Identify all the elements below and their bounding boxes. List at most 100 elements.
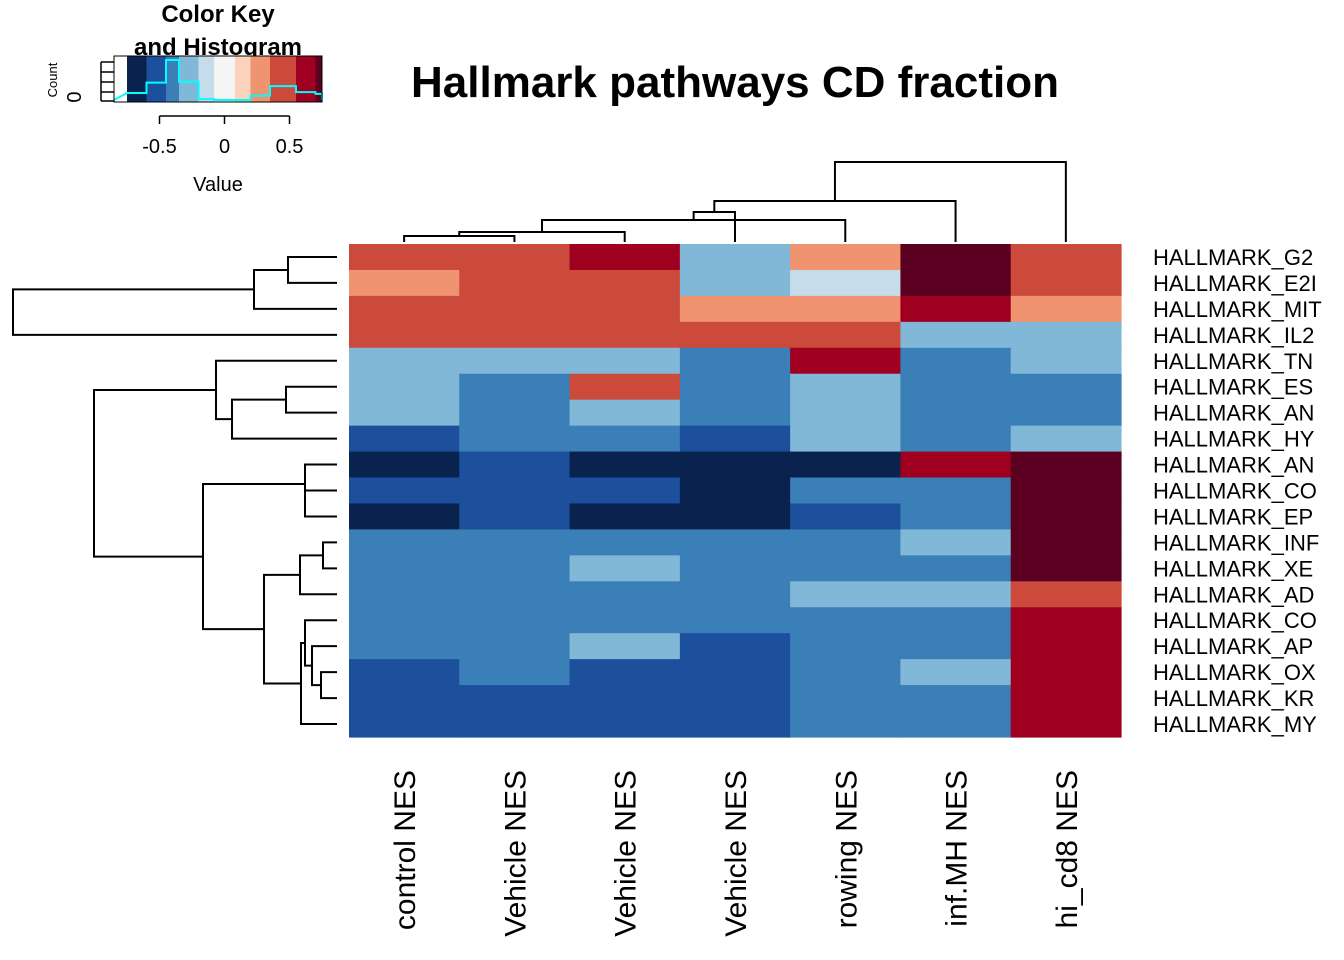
heatmap-cell: [349, 581, 460, 608]
heatmap-cell: [790, 555, 902, 582]
column-label: Vehicle NES: [610, 770, 643, 937]
dendrogram-branch: [403, 235, 516, 242]
heatmap-cell: [790, 295, 902, 323]
heatmap-cell: [679, 581, 791, 608]
heatmap-cell: [1010, 477, 1122, 505]
heatmap-cell: [790, 607, 902, 634]
row-label: HALLMARK_ES: [1153, 375, 1313, 400]
color-key-swatch: [214, 56, 236, 102]
dendrogram-branch: [299, 554, 337, 596]
heatmap-cell: [569, 633, 681, 660]
column-label: inf.MH NES: [941, 770, 974, 927]
heatmap-cell: [569, 425, 681, 453]
column-label: control NES: [389, 770, 422, 930]
heatmap-cell: [569, 244, 681, 271]
row-label: HALLMARK_AN: [1153, 401, 1314, 426]
color-key-swatch: [296, 56, 316, 102]
heatmap-cell: [900, 581, 1012, 608]
heatmap-cell: [569, 659, 681, 686]
heatmap-cell: [679, 711, 791, 738]
dendrogram-branch: [12, 288, 337, 336]
heatmap-cell: [1010, 659, 1122, 686]
heatmap-cell: [569, 347, 681, 375]
row-label: HALLMARK_XE: [1153, 556, 1313, 581]
row-label: HALLMARK_TN: [1153, 349, 1313, 374]
heatmap-cell: [900, 425, 1012, 453]
heatmap-cell: [900, 399, 1012, 427]
heatmap-cell: [569, 555, 681, 582]
heatmap-cell: [790, 685, 902, 712]
heatmap-cell: [459, 451, 571, 479]
heatmap-cell: [679, 321, 791, 349]
heatmap-cell: [349, 373, 460, 401]
heatmap-cell: [349, 269, 460, 297]
heatmap-cell: [459, 711, 571, 738]
row-label: HALLMARK_MIT: [1153, 297, 1322, 322]
dendrogram-branch: [285, 385, 337, 414]
heatmap-cell: [349, 244, 460, 271]
heatmap-cell: [1010, 399, 1122, 427]
dendrogram-branch: [311, 645, 337, 687]
dendrogram-branch: [304, 619, 337, 667]
dendrogram-branch: [253, 268, 337, 310]
heatmap-cell: [569, 581, 681, 608]
heatmap-cell: [679, 685, 791, 712]
dendrogram-branch: [833, 161, 1067, 242]
heatmap-cell: [679, 425, 791, 453]
heatmap-cell: [569, 295, 681, 323]
column-label: hi_cd8 NES: [1051, 770, 1084, 928]
color-key-y-label: Count: [45, 62, 60, 97]
heatmap-cell: [569, 607, 681, 634]
heatmap-cell: [1010, 529, 1122, 556]
row-label: HALLMARK_AN: [1153, 453, 1314, 478]
heatmap-cell: [679, 399, 791, 427]
heatmap-cell: [459, 477, 571, 505]
heatmap-cell: [459, 685, 571, 712]
heatmap-cell: [900, 347, 1012, 375]
color-key-title-line1: Color Key: [161, 1, 275, 28]
heatmap-cell: [900, 503, 1012, 531]
color-key-x-tick-label: 0: [219, 136, 230, 158]
heatmap-cell: [349, 529, 460, 556]
heatmap-cell: [1010, 425, 1122, 453]
heatmap-cell: [459, 607, 571, 634]
heatmap-cell: [900, 373, 1012, 401]
heatmap-cell: [790, 711, 902, 738]
heatmap-cell: [569, 399, 681, 427]
heatmap-cell: [349, 399, 460, 427]
dendrogram-branch: [287, 255, 337, 284]
heatmap-cell: [569, 503, 681, 531]
column-label: Vehicle NES: [499, 770, 532, 937]
color-key-x-label: Value: [193, 174, 243, 196]
heatmap-cell: [569, 269, 681, 297]
color-key-swatch: [127, 56, 147, 102]
column-label: Vehicle NES: [720, 770, 753, 937]
heatmap-cell: [569, 321, 681, 349]
heatmap-cell: [790, 244, 902, 271]
column-label: rowing NES: [830, 770, 863, 928]
heatmap-cell: [459, 244, 571, 271]
heatmap-cell: [679, 503, 791, 531]
color-key-y-tick-label: 0: [64, 91, 86, 102]
color-key-x-tick-label: 0.5: [276, 136, 304, 158]
heatmap-cell: [679, 295, 791, 323]
row-label: HALLMARK_MY: [1153, 712, 1317, 737]
heatmap-cell: [569, 711, 681, 738]
heatmap-cell: [900, 711, 1012, 738]
heatmap-cell: [569, 373, 681, 401]
row-label: HALLMARK_OX: [1153, 660, 1316, 685]
heatmap-cell: [790, 347, 902, 375]
dendrogram-branch: [215, 359, 337, 421]
dendrogram-branch: [202, 483, 305, 631]
row-label: HALLMARK_IL2: [1153, 323, 1314, 348]
heatmap-cell: [1010, 555, 1122, 582]
color-key-swatch: [250, 56, 271, 102]
heatmap-cell: [790, 503, 902, 531]
heatmap-cell: [900, 607, 1012, 634]
color-key-swatch: [146, 56, 167, 102]
row-label: HALLMARK_KR: [1153, 686, 1314, 711]
heatmap-cell: [569, 685, 681, 712]
color-key-x-tick-label: -0.5: [142, 136, 176, 158]
color-key-y-axis: [100, 61, 114, 102]
